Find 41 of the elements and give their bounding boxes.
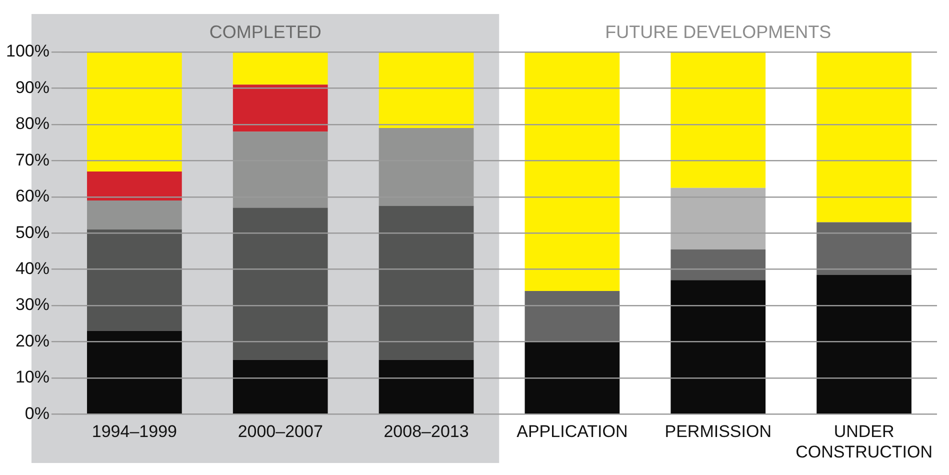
bar	[232, 360, 328, 414]
x-tick-label: UNDER CONSTRUCTION	[796, 422, 933, 462]
bar	[87, 172, 182, 200]
bar	[87, 229, 182, 331]
bar	[232, 208, 328, 360]
bar	[670, 249, 766, 280]
bar	[378, 206, 474, 360]
x-tick-label: 2008–2013	[384, 422, 469, 442]
x-tick-label: 2000–2007	[238, 422, 323, 442]
bar	[232, 84, 328, 132]
y-tick-label: 30%	[15, 295, 50, 314]
bar	[524, 291, 620, 342]
bar	[670, 280, 766, 414]
y-tick-label: 100%	[6, 42, 50, 61]
y-tick-label: 20%	[15, 331, 50, 350]
y-tick-label: 70%	[15, 150, 50, 170]
bar	[816, 274, 912, 414]
y-tick-label: 50%	[15, 222, 50, 242]
y-tick-label: 10%	[15, 368, 50, 387]
x-tick-label: PERMISSION	[664, 422, 772, 442]
band-label: FUTURE DEVELOPMENTS	[605, 22, 832, 42]
bar	[378, 52, 474, 128]
bar	[670, 188, 766, 250]
y-tick-label: 90%	[15, 78, 50, 97]
bar	[232, 52, 328, 85]
bar	[87, 52, 182, 172]
x-tick-label: 1994–1999	[92, 422, 177, 442]
bar	[816, 222, 912, 275]
bar	[524, 52, 620, 292]
y-tick-label: 60%	[15, 186, 50, 206]
y-tick-label: 80%	[15, 114, 50, 134]
y-tick-label: 40%	[15, 259, 50, 278]
x-tick-label: APPLICATION	[516, 422, 628, 442]
bar	[524, 342, 620, 414]
band-label: COMPLETED	[209, 22, 322, 42]
bar	[378, 360, 474, 414]
bar	[816, 52, 912, 222]
bar	[87, 200, 182, 230]
y-tick-label: 0%	[24, 404, 50, 423]
bar	[670, 52, 766, 188]
bar	[87, 330, 182, 414]
